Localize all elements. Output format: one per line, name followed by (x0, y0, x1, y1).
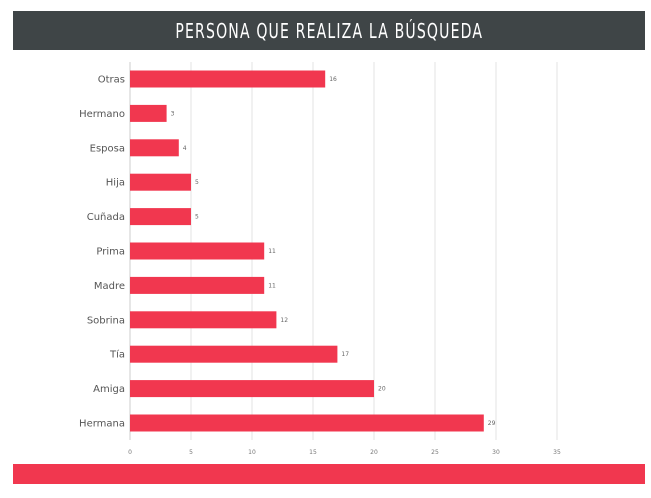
bar (130, 104, 167, 122)
data-label: 16 (329, 76, 337, 83)
category-label: Prima (96, 247, 125, 258)
bar (130, 414, 484, 432)
bar (130, 345, 338, 363)
x-tick-label: 10 (248, 449, 256, 456)
data-label: 4 (183, 145, 187, 152)
x-tick-label: 35 (553, 449, 561, 456)
data-label: 17 (341, 351, 349, 358)
x-tick-label: 0 (128, 449, 132, 456)
chart-title: PERSONA QUE REALIZA LA BÚSQUEDA (175, 18, 483, 43)
category-label: Otras (98, 75, 125, 86)
category-label: Tía (109, 349, 125, 361)
data-label: 29 (488, 420, 496, 427)
chart-header: PERSONA QUE REALIZA LA BÚSQUEDA (13, 11, 645, 50)
category-label: Esposa (90, 143, 125, 154)
data-label: 12 (280, 317, 288, 324)
data-label: 3 (171, 110, 175, 117)
data-label: 20 (378, 386, 386, 393)
bar (130, 70, 326, 88)
x-tick-label: 30 (492, 449, 500, 456)
data-label: 11 (268, 282, 276, 289)
category-label: Madre (94, 281, 125, 292)
bar (130, 139, 179, 157)
category-label: Hermana (79, 419, 125, 430)
category-label: Hija (106, 178, 125, 189)
data-label: 5 (195, 214, 199, 221)
x-tick-label: 5 (189, 449, 193, 456)
x-tick-label: 20 (370, 449, 378, 456)
data-label: 11 (268, 248, 276, 255)
x-tick-label: 25 (431, 449, 439, 456)
bar (130, 276, 265, 294)
bar (130, 173, 191, 191)
data-label: 5 (195, 179, 199, 186)
footer-bar (13, 464, 645, 484)
bar (130, 208, 191, 226)
category-label: Amiga (93, 384, 125, 395)
category-label: Hermano (79, 109, 125, 120)
bar (130, 311, 277, 329)
x-tick-label: 15 (309, 449, 317, 456)
bar (130, 380, 374, 398)
bar (130, 242, 265, 260)
category-label: Sobrina (87, 315, 125, 326)
category-label: Cuñada (87, 212, 125, 223)
